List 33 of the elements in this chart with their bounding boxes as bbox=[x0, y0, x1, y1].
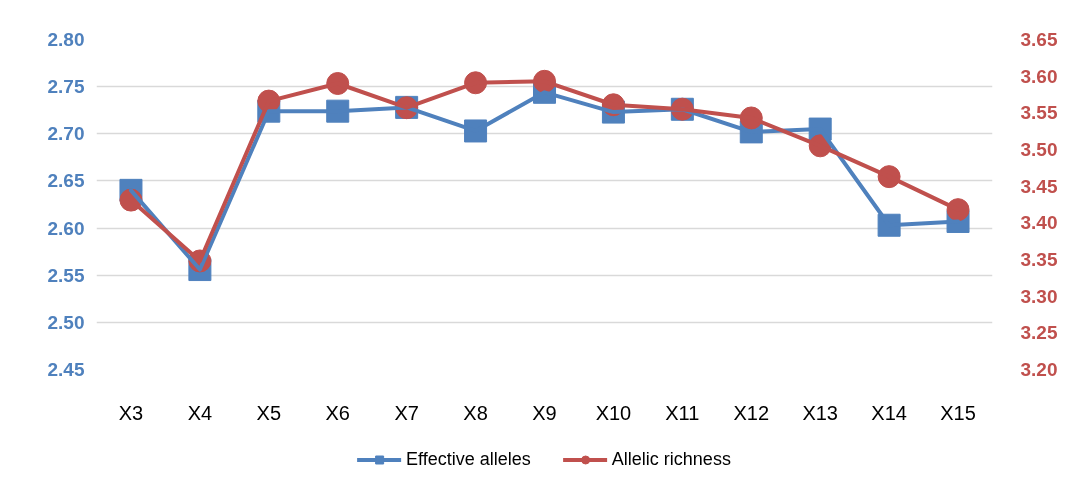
x-tick-label: X11 bbox=[665, 401, 700, 424]
x-tick-label: X10 bbox=[595, 401, 632, 424]
y2-tick-label: 3.65 bbox=[1020, 29, 1058, 50]
y-tick-label: 2.75 bbox=[47, 76, 85, 98]
x-tick-label: X4 bbox=[187, 401, 213, 424]
y-tick-label: 2.65 bbox=[47, 170, 85, 192]
y2-tick-label: 3.60 bbox=[1020, 65, 1058, 87]
x-tick-label: X3 bbox=[118, 401, 144, 424]
y2-tick-label: 3.30 bbox=[1020, 285, 1058, 307]
x-tick-label: X15 bbox=[940, 401, 976, 424]
x-tick-label: X8 bbox=[463, 401, 488, 424]
y-tick-label: 2.60 bbox=[47, 217, 85, 239]
y2-tick-label: 3.55 bbox=[1020, 102, 1058, 124]
y-tick-label: 2.50 bbox=[47, 311, 85, 333]
x-tick-label: X12 bbox=[733, 401, 770, 424]
y2-tick-label: 3.50 bbox=[1020, 139, 1058, 160]
y2-tick-label: 3.35 bbox=[1020, 249, 1058, 270]
x-tick-label: X5 bbox=[256, 401, 282, 424]
x-tick-label: X14 bbox=[871, 401, 907, 424]
x-tick-label: X13 bbox=[802, 401, 838, 424]
x-tick-label: X7 bbox=[394, 401, 419, 424]
legend-label: Effective alleles bbox=[406, 448, 531, 470]
x-tick-label: X6 bbox=[325, 401, 350, 424]
y2-tick-label: 3.40 bbox=[1020, 212, 1058, 234]
y2-tick-label: 3.20 bbox=[1020, 359, 1058, 380]
y2-tick-label: 3.25 bbox=[1020, 322, 1058, 344]
legend-label: Allelic richness bbox=[611, 448, 731, 470]
y-tick-label: 2.80 bbox=[47, 29, 85, 50]
y-tick-label: 2.55 bbox=[47, 264, 85, 286]
y-tick-label: 2.45 bbox=[47, 359, 85, 380]
y2-tick-label: 3.45 bbox=[1020, 175, 1058, 197]
y-tick-label: 2.70 bbox=[47, 123, 85, 145]
x-tick-label: X9 bbox=[532, 401, 557, 424]
